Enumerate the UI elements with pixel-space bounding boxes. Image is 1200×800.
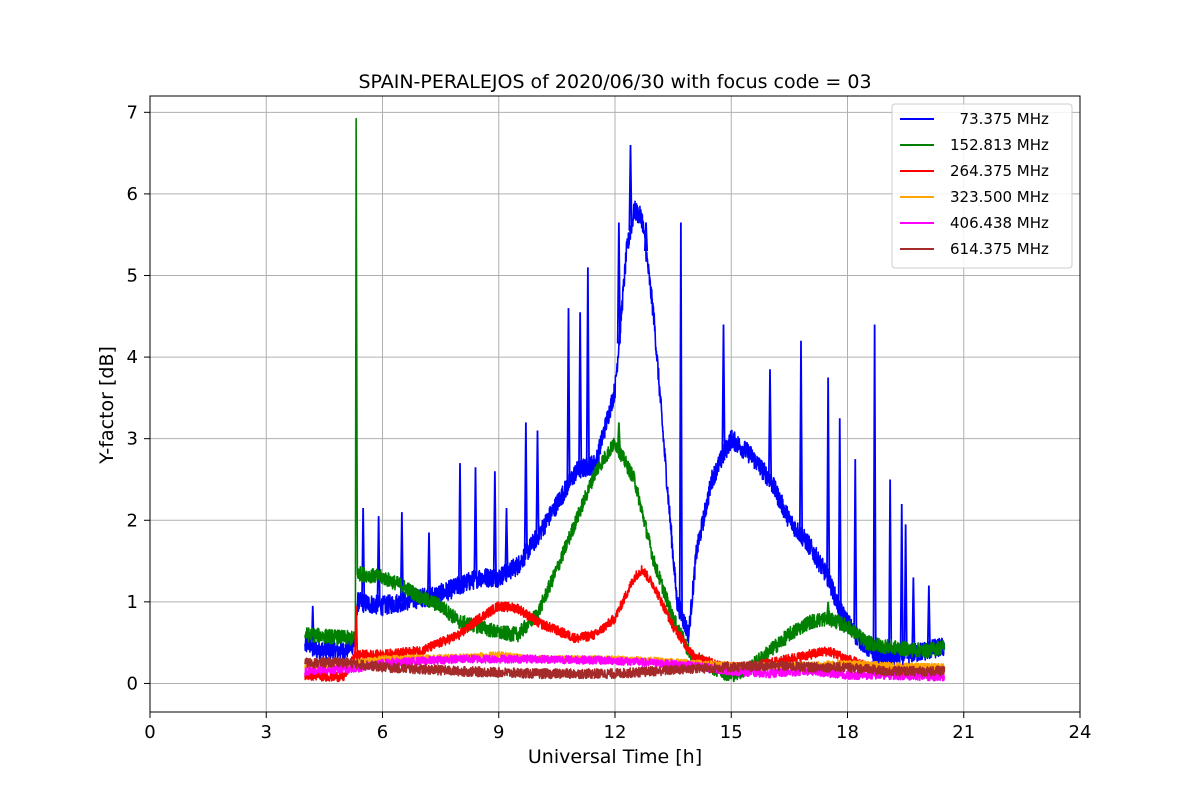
y-tick-label: 4	[127, 347, 138, 368]
x-tick-label: 0	[144, 722, 155, 743]
series-spike-0	[616, 222, 621, 344]
series-spike-0	[585, 267, 590, 467]
y-tick-label: 6	[127, 184, 138, 205]
series-spike-0	[888, 479, 893, 658]
series-spike-0	[911, 577, 916, 654]
legend-label-2: 264.375 MHz	[950, 162, 1049, 180]
x-tick-label: 6	[377, 722, 388, 743]
series-spike-2	[354, 605, 359, 655]
series-spike-0	[767, 369, 773, 480]
legend: 73.375 MHz 152.813 MHz 264.375 MHz 323.500 …	[891, 103, 1073, 269]
series-line-0	[304, 200, 946, 670]
x-tick-label: 3	[261, 722, 272, 743]
x-tick-label: 24	[1069, 722, 1092, 743]
series-spike-0	[643, 222, 649, 252]
series-spike-1	[616, 422, 621, 451]
series-spike-0	[535, 430, 540, 537]
legend-label-1: 152.813 MHz	[950, 136, 1049, 154]
y-axis-ticks: 0 1 2 3 4 5 6 7	[127, 102, 150, 694]
series-spike-0	[721, 324, 726, 455]
y-tick-label: 7	[127, 102, 138, 123]
y-axis-label: Y-factor [dB]	[96, 346, 118, 465]
series-spike-0	[798, 340, 804, 535]
series-spike-0	[473, 467, 478, 580]
series-spike-0	[523, 422, 528, 554]
series-spike-0	[399, 512, 404, 602]
y-tick-label: 0	[127, 673, 138, 694]
series-line-4	[304, 654, 946, 682]
x-tick-label: 15	[720, 722, 743, 743]
x-tick-label: 18	[836, 722, 859, 743]
series-spike-0	[926, 585, 931, 651]
y-tick-label: 5	[127, 265, 138, 286]
y-tick-label: 3	[127, 429, 138, 450]
series-spike-0	[457, 463, 463, 586]
legend-label-5: 614.375 MHz	[950, 240, 1049, 258]
series-spike-1	[826, 601, 831, 619]
series-spike-0	[837, 418, 842, 611]
series-spike-0	[903, 524, 908, 655]
series-spike-0	[578, 312, 583, 470]
legend-label-0: 73.375 MHz	[950, 110, 1049, 128]
series-spike-0	[872, 324, 877, 655]
x-tick-label: 21	[952, 722, 975, 743]
x-tick-label: 12	[604, 722, 627, 743]
legend-box	[891, 103, 1073, 269]
x-axis-ticks: 0 3 6 9 12 15 18 21 24	[144, 712, 1091, 743]
series-spike-0	[853, 459, 858, 635]
legend-label-4: 406.438 MHz	[950, 214, 1049, 232]
series-spike-0	[628, 144, 633, 231]
series-spike-0	[899, 503, 904, 656]
legend-label-3: 323.500 MHz	[950, 188, 1049, 206]
series-line-1	[304, 117, 946, 683]
series-line-2	[304, 564, 946, 683]
y-tick-label: 2	[127, 510, 138, 531]
series-spike-0	[492, 471, 497, 578]
x-tick-label: 9	[493, 722, 504, 743]
chart-title: SPAIN-PERALEJOS of 2020/06/30 with focus…	[358, 71, 871, 93]
series-line-5	[304, 656, 946, 680]
series-spike-0	[566, 308, 571, 485]
series-spike-0	[678, 222, 683, 613]
series-layer	[304, 117, 946, 683]
x-axis-label: Universal Time [h]	[528, 746, 702, 768]
y-tick-label: 1	[127, 592, 138, 613]
series-spike-0	[826, 377, 831, 578]
series-spike-0	[426, 532, 432, 597]
series-spike-0	[504, 508, 509, 573]
